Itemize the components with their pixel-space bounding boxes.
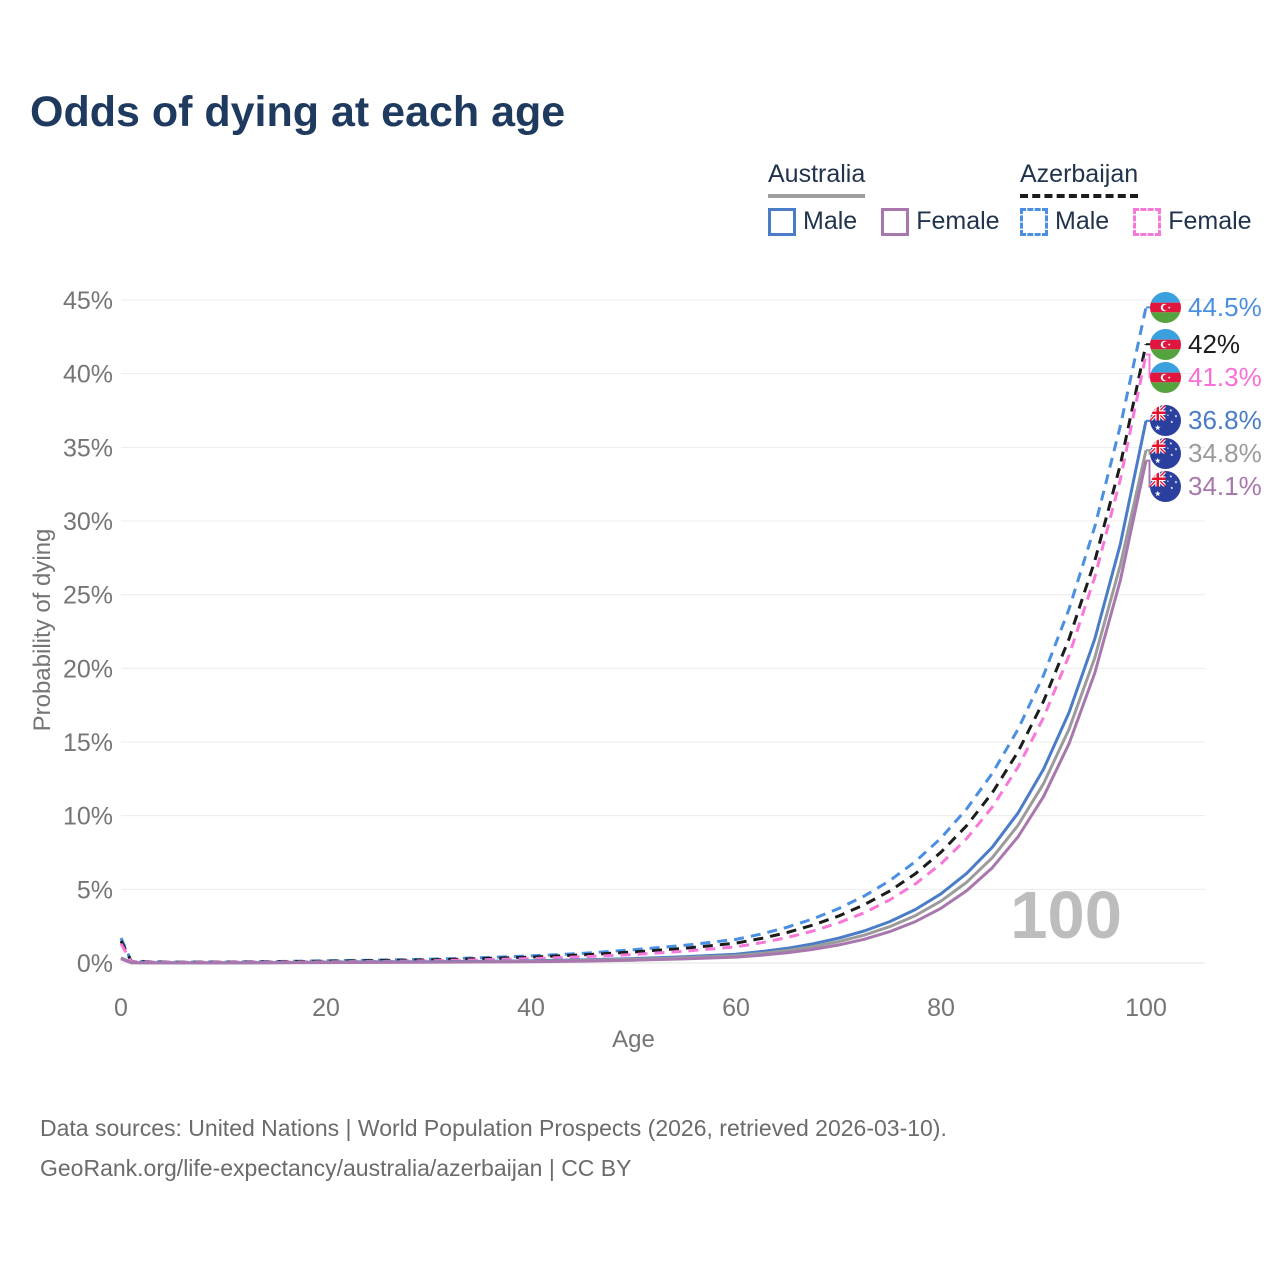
page-title: Odds of dying at each age (30, 88, 566, 136)
x-tick-label: 20 (312, 994, 340, 1022)
end-label-value: 41.3% (1188, 361, 1262, 392)
solid-line-swatch-icon (768, 207, 796, 236)
end-label-value: 34.8% (1188, 438, 1262, 469)
series-line-australia-female[interactable] (120, 460, 1148, 965)
end-label-value: 36.8% (1188, 405, 1262, 436)
x-tick-label: 40 (517, 994, 545, 1022)
end-label-australia-female: 34.1% (1150, 471, 1262, 503)
x-tick-label: 60 (722, 994, 750, 1022)
end-label-value: 44.5% (1188, 291, 1262, 322)
end-label-value: 34.1% (1188, 471, 1262, 502)
y-tick-label: 45% (63, 287, 113, 315)
legend-item-label: Male (803, 207, 858, 235)
y-tick-label: 40% (63, 361, 113, 389)
attribution-line: GeoRank.org/life-expectancy/australia/az… (40, 1155, 632, 1181)
y-axis-title: Probability of dying (29, 528, 56, 732)
legend-item-australia-female[interactable]: Female (881, 207, 1000, 236)
y-tick-label: 30% (63, 508, 113, 536)
legend-item-label: Female (1168, 207, 1252, 235)
end-label-azerbaijan-male: 44.5% (1150, 291, 1262, 323)
solid-line-swatch-icon (881, 207, 910, 236)
x-axis-title: Age (612, 1026, 655, 1053)
legend-group-australia: Australia Male Female (768, 160, 1000, 236)
end-label-value: 42% (1188, 328, 1241, 359)
legend-country-australia[interactable]: Australia (768, 160, 866, 198)
watermark-age-100: 100 (1010, 878, 1122, 953)
azerbaijan-flag-icon (1150, 329, 1181, 360)
y-tick-label: 10% (63, 803, 113, 831)
y-tick-label: 25% (63, 582, 113, 610)
legend-item-label: Female (916, 207, 1000, 235)
x-tick-label: 0 (114, 994, 128, 1022)
y-tick-label: 35% (63, 434, 113, 462)
y-tick-label: 0% (77, 950, 113, 978)
data-source-note: Data sources: United Nations | World Pop… (40, 1108, 947, 1188)
end-label-australia: 34.8% (1150, 438, 1262, 470)
azerbaijan-flag-icon (1150, 292, 1181, 323)
legend-group-azerbaijan: Azerbaijan Male Female (1020, 160, 1252, 236)
australia-flag-icon (1150, 405, 1181, 436)
data-source-line: Data sources: United Nations | World Pop… (40, 1115, 947, 1141)
legend-item-azerbaijan-female[interactable]: Female (1133, 207, 1252, 236)
y-tick-label: 20% (63, 655, 113, 683)
legend-item-australia-male[interactable]: Male (768, 207, 857, 236)
series-line-australia-male[interactable] (120, 420, 1148, 965)
dashed-line-swatch-icon (1133, 207, 1162, 236)
australia-flag-icon (1150, 471, 1181, 502)
legend-item-label: Male (1055, 207, 1110, 235)
series-line-azerbaijan-male[interactable] (119, 307, 1148, 964)
x-tick-label: 80 (927, 994, 955, 1022)
azerbaijan-flag-icon (1150, 362, 1181, 393)
legend-item-azerbaijan-male[interactable]: Male (1020, 207, 1109, 236)
end-label-azerbaijan-female: 41.3% (1150, 361, 1262, 393)
series-line-australia[interactable] (120, 449, 1148, 965)
y-tick-label: 15% (63, 729, 113, 757)
x-tick-label: 100 (1125, 994, 1167, 1022)
legend-country-azerbaijan[interactable]: Azerbaijan (1020, 160, 1139, 198)
y-tick-label: 5% (77, 876, 113, 904)
dashed-line-swatch-icon (1020, 207, 1048, 236)
end-label-australia-male: 36.8% (1150, 405, 1262, 437)
series-line-azerbaijan-female[interactable] (119, 354, 1148, 964)
end-label-azerbaijan: 42% (1150, 328, 1240, 360)
australia-flag-icon (1150, 438, 1181, 469)
